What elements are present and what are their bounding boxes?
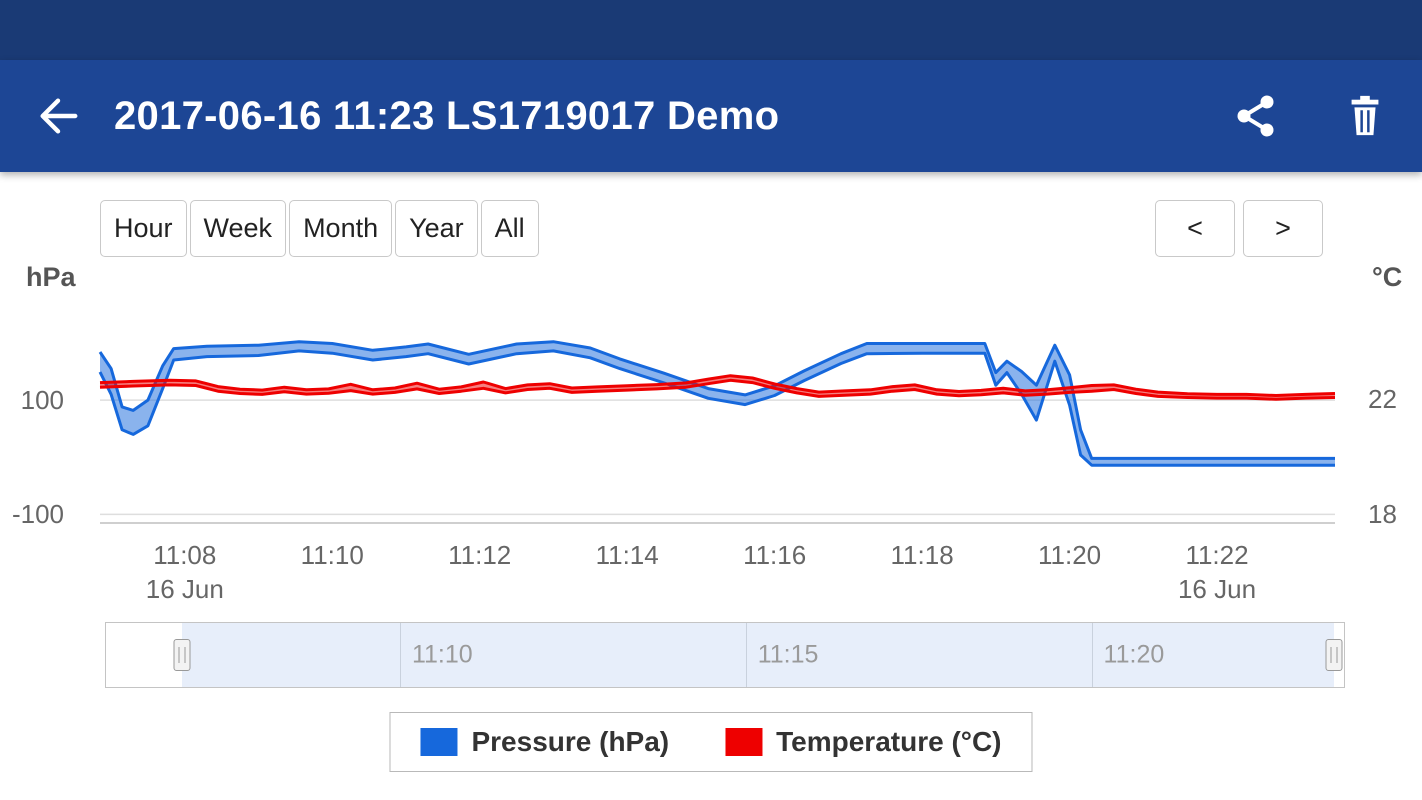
temperature-swatch	[725, 728, 763, 756]
share-button[interactable]	[1232, 92, 1280, 140]
back-button[interactable]	[30, 88, 86, 144]
range-button-week[interactable]: Week	[189, 200, 287, 257]
navigator-tick-label: 11:10	[411, 640, 473, 669]
page-title: 2017-06-16 11:23 LS1719017 Demo	[114, 93, 780, 138]
navigator-tick-label: 11:20	[1103, 640, 1165, 669]
right-axis-unit: °C	[1372, 262, 1403, 292]
range-selector: Hour Week Month Year All	[100, 200, 539, 257]
left-axis-unit: hPa	[26, 262, 76, 292]
range-button-all[interactable]: All	[480, 200, 539, 257]
chart-legend: Pressure (hPa) Temperature (°C)	[389, 712, 1033, 772]
status-bar	[0, 0, 1422, 60]
pan-right-button[interactable]: >	[1243, 200, 1323, 257]
navigator-right-handle[interactable]	[1325, 639, 1343, 671]
navigator-left-handle[interactable]	[173, 639, 191, 671]
navigator-gridline	[399, 623, 401, 687]
trash-icon	[1351, 95, 1379, 136]
arrow-left-icon	[40, 98, 78, 134]
navigator-tick-label: 11:15	[757, 640, 819, 669]
range-button-month[interactable]: Month	[289, 200, 393, 257]
pan-left-button[interactable]: <	[1155, 200, 1235, 257]
legend-item-temperature[interactable]: Temperature (°C)	[725, 726, 1002, 758]
legend-item-pressure[interactable]: Pressure (hPa)	[420, 726, 669, 758]
range-button-year[interactable]: Year	[395, 200, 478, 257]
legend-label-temperature: Temperature (°C)	[776, 726, 1002, 757]
navigator-gridline	[1091, 623, 1093, 687]
navigator-gridline	[745, 623, 747, 687]
navigator-selection[interactable]	[182, 623, 1334, 687]
legend-label-pressure: Pressure (hPa)	[471, 726, 670, 757]
share-icon	[1237, 95, 1274, 137]
pan-controls: < >	[1155, 200, 1323, 257]
app-bar: 2017-06-16 11:23 LS1719017 Demo	[0, 60, 1422, 172]
pressure-swatch	[420, 728, 458, 756]
range-button-hour[interactable]: Hour	[100, 200, 187, 257]
range-navigator[interactable]: 11:10 11:15 11:20	[105, 622, 1345, 688]
appbar-actions	[1232, 92, 1388, 140]
delete-button[interactable]	[1342, 93, 1388, 139]
